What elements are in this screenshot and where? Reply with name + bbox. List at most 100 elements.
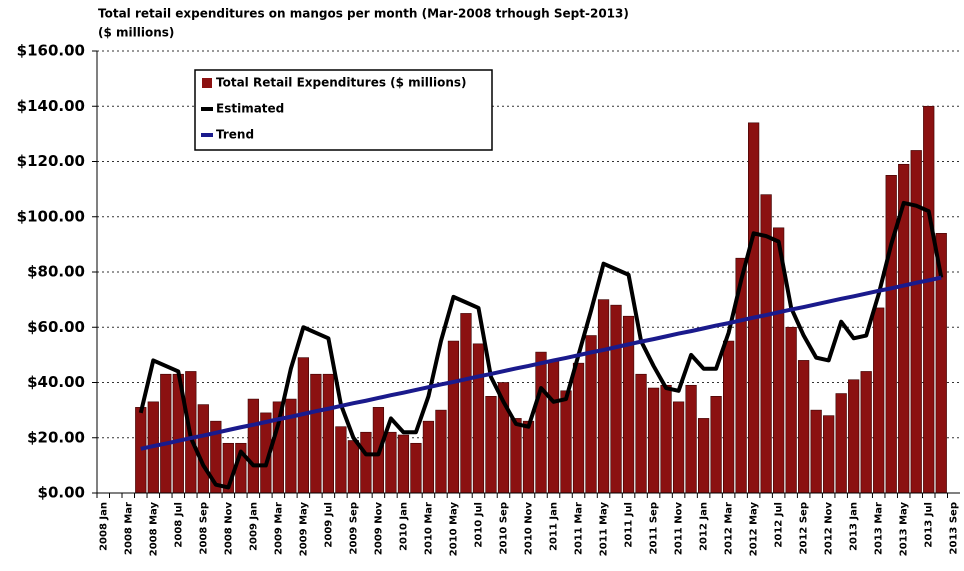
bar: [347, 440, 360, 494]
bar: [823, 415, 835, 494]
bar: [397, 434, 410, 494]
x-tick-label: 2009 Jul: [323, 502, 334, 548]
bar: [310, 373, 322, 494]
x-tick-label: 2010 May: [448, 502, 459, 557]
legend-swatch: [202, 78, 212, 88]
y-tick-label: $20.00: [27, 428, 85, 446]
bar: [510, 418, 522, 494]
x-tick-label: 2009 Sep: [348, 502, 359, 554]
x-tick-label: 2012 Mar: [724, 502, 735, 555]
x-tick-label: 2008 May: [148, 502, 159, 557]
bar: [447, 340, 460, 494]
x-tick-label: 2013 Jan: [849, 502, 860, 551]
bar: [635, 373, 647, 494]
x-tick-label: 2013 Mar: [874, 502, 885, 555]
bar: [135, 407, 147, 494]
bar: [522, 420, 535, 494]
bar: [297, 357, 309, 494]
bar: [710, 396, 722, 494]
x-tick-label: 2008 Jan: [98, 502, 109, 551]
bar: [322, 373, 334, 494]
x-tick-label: 2010 Nov: [524, 502, 535, 556]
x-tick-label: 2010 Sep: [498, 502, 509, 554]
x-tick-label: 2010 Mar: [423, 502, 434, 555]
bar: [923, 105, 935, 494]
x-tick-label: 2011 Sep: [649, 502, 660, 554]
bar: [197, 404, 209, 494]
y-tick-label: $40.00: [27, 373, 85, 391]
x-tick-label: 2008 Nov: [223, 502, 234, 556]
bar: [610, 304, 622, 494]
x-tick-label: 2008 Mar: [123, 502, 134, 555]
bar: [798, 360, 810, 494]
x-tick-label: 2008 Sep: [198, 502, 209, 554]
bar: [247, 398, 259, 494]
bar: [835, 393, 847, 494]
bar: [585, 335, 597, 494]
bar: [885, 175, 897, 494]
y-tick-label: $120.00: [17, 152, 85, 170]
bar: [410, 442, 422, 494]
bar: [547, 360, 560, 494]
bar: [422, 420, 435, 494]
x-tick-label: 2012 May: [749, 502, 760, 557]
bar: [335, 426, 347, 494]
line: [138, 200, 944, 490]
x-tick-label: 2009 Mar: [273, 502, 284, 555]
x-tick-label: 2009 May: [298, 502, 309, 557]
y-tick-label: $160.00: [17, 42, 85, 60]
bar: [685, 384, 697, 494]
bar: [910, 150, 922, 494]
x-tick-label: 2011 Mar: [574, 502, 585, 555]
x-tick-label: 2013 May: [899, 502, 910, 557]
bar: [660, 384, 672, 494]
y-tick-label: $140.00: [17, 97, 85, 115]
bar: [435, 409, 447, 494]
bar: [460, 313, 472, 494]
bar: [472, 343, 485, 494]
bar: [723, 340, 735, 494]
bar: [873, 307, 885, 494]
x-tick-label: 2011 Nov: [674, 502, 685, 556]
x-tick-label: 2009 Nov: [373, 502, 384, 556]
x-tick-label: 2012 Jan: [699, 502, 710, 551]
chart-subtitle: ($ millions): [98, 26, 174, 40]
bar: [748, 122, 760, 494]
x-tick-label: 2012 Nov: [824, 502, 835, 556]
bar: [485, 396, 497, 494]
line: [140, 275, 942, 451]
x-tick-label: 2010 Jul: [473, 502, 484, 548]
x-tick-label: 2013 Jul: [924, 502, 935, 548]
y-tick-label: $80.00: [27, 263, 85, 281]
bar: [597, 299, 610, 494]
bar: [535, 351, 547, 494]
bar: [360, 431, 372, 494]
x-tick-label: 2011 Jan: [549, 502, 560, 551]
bar: [647, 387, 660, 494]
x-tick-label: 2012 Jul: [774, 502, 785, 548]
legend-label: Estimated: [216, 102, 284, 116]
x-tick-label: 2011 May: [599, 502, 610, 557]
bar: [560, 390, 572, 494]
legend-label: Trend: [216, 128, 254, 142]
x-tick-label: 2008 Jul: [173, 502, 184, 548]
legend-label: Total Retail Expenditures ($ millions): [216, 76, 467, 90]
x-tick-label: 2011 Jul: [624, 502, 635, 548]
bar: [848, 379, 860, 494]
bar: [385, 431, 397, 494]
bar: [810, 409, 822, 494]
chart-title: Total retail expenditures on mangos per …: [98, 7, 629, 21]
bar: [572, 362, 585, 494]
bar: [160, 373, 172, 494]
bar: [672, 401, 685, 494]
legend-box: [194, 69, 493, 151]
x-tick-label: 2012 Sep: [799, 502, 810, 554]
x-tick-label: 2009 Jan: [248, 502, 259, 551]
x-tick-label: 2013 Sep: [949, 502, 960, 554]
bar: [697, 418, 710, 494]
bar: [285, 398, 297, 494]
bar: [785, 326, 797, 494]
y-tick-label: $60.00: [27, 318, 85, 336]
y-tick-label: $100.00: [17, 207, 85, 225]
